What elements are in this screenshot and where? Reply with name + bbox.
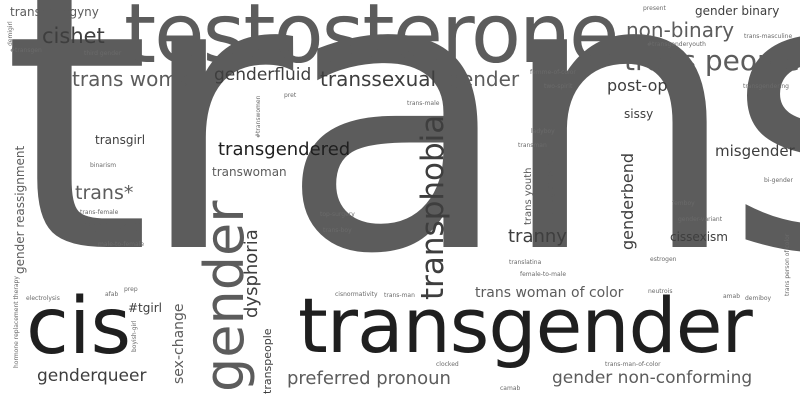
word-pret: pret: [284, 92, 297, 99]
word-transgirl: transgirl: [95, 133, 146, 147]
word-estrogen: estrogen: [650, 256, 677, 263]
word-tranny: tranny: [508, 226, 567, 247]
word-present: present: [643, 5, 666, 12]
word-trans-person-of-color: trans person of color: [784, 233, 791, 296]
word-electrolysis: electrolysis: [26, 295, 60, 302]
word-gender-non-conforming: gender non-conforming: [552, 368, 753, 388]
word-two-spirit: two-spirit: [544, 83, 573, 90]
word-demiboy: demiboy: [745, 295, 772, 302]
word-trans-masculine: trans-masculine: [744, 33, 793, 40]
word-transgendered: transgendered: [218, 139, 351, 160]
word-transman: transman: [518, 142, 547, 149]
word-transgenderyouth: #transgenderyouth: [647, 41, 706, 48]
word-transwomen: #transwomen: [255, 95, 262, 138]
word-gender-binary: gender binary: [695, 4, 780, 18]
word-cissexism: cissexism: [670, 230, 728, 244]
word-non-binary: non-binary: [626, 18, 735, 42]
word-bi-gender: bi-gender: [764, 177, 793, 184]
word-dysphoria: dysphoria: [241, 229, 262, 318]
word-genderqueer: genderqueer: [37, 366, 147, 386]
word-amab: amab: [723, 293, 741, 300]
word-cisnormativity: cisnormativity: [335, 291, 378, 298]
word-agender: agender: [436, 67, 520, 91]
word-femboy: femboy: [672, 200, 695, 207]
word-ladyboy: ladyboy: [531, 128, 555, 135]
word-testosterone: testosterone: [124, 0, 619, 82]
word-trans-female: trans-female: [80, 209, 119, 216]
word-trans-man: trans-man: [384, 292, 415, 299]
word-binarism: binarism: [90, 162, 117, 169]
word-trans-woman: trans woman: [72, 67, 203, 91]
word-transsexual: transsexual: [320, 67, 437, 91]
word-transmisogyny: transmisogyny: [10, 5, 99, 19]
word-demigirl: demigirl: [7, 21, 14, 46]
word-tgirl: #tgirl: [128, 301, 162, 315]
word-gender-variant: gender-variant: [678, 216, 723, 223]
word-transwoman: transwoman: [212, 165, 287, 179]
word-transgenders: transgenders: [545, 157, 556, 224]
word-clocked: clocked: [436, 361, 459, 368]
word-transgendering: transgendering: [743, 83, 789, 90]
word-genderfluid: genderfluid: [214, 65, 312, 85]
word-hormone-replacement-therapy: hormone replacement therapy: [13, 276, 20, 368]
word-gender-reassignment: gender reassignment: [13, 145, 27, 274]
word-sissy: sissy: [624, 107, 654, 121]
word-trans: trans: [2, 0, 800, 337]
word-top-surgery: top-surgery: [320, 211, 355, 218]
word-post-op: post-op: [607, 76, 668, 95]
word-trans-man-of-color: trans-man-of-color: [605, 361, 661, 368]
word-transphobia: transphobia: [415, 114, 451, 300]
word-trans-woman-of-color: trans woman of color: [475, 285, 624, 301]
word-cishet: cishet: [42, 24, 105, 48]
word-trans-boy: trans-boy: [323, 227, 352, 234]
word-misgender: misgender: [715, 142, 795, 160]
word-male-to-female: male-to-female: [98, 241, 145, 248]
word-trans-male: trans-male: [407, 100, 440, 107]
word-preferred-pronoun: preferred pronoun: [287, 368, 451, 389]
word-third-gender: third gender: [84, 50, 122, 57]
word-translatina: translatina: [509, 259, 542, 266]
word-transgender: transgender: [298, 281, 753, 370]
word-trans-star: trans*: [75, 182, 134, 204]
word-femme-of-color: femme-of-color: [530, 69, 576, 76]
word-female-to-male: female-to-male: [520, 271, 567, 278]
word-prep: prep: [124, 286, 138, 293]
word-genderbend: genderbend: [618, 152, 637, 250]
word-afab: afab: [105, 291, 119, 298]
word-trans-people: trans people: [624, 44, 800, 77]
word-camab: camab: [500, 385, 521, 392]
word-transgen: #transgen: [10, 47, 42, 54]
word-shemale: shemale: [74, 217, 142, 236]
word-sex-change: sex-change: [171, 303, 187, 384]
word-boyish-girl: boyish-girl: [131, 320, 138, 352]
word-neutrois: neutrois: [648, 288, 673, 295]
word-cis: cis: [26, 282, 132, 372]
word-trans-youth: trans youth: [523, 167, 534, 225]
word-transpeople: transpeople: [261, 328, 274, 394]
